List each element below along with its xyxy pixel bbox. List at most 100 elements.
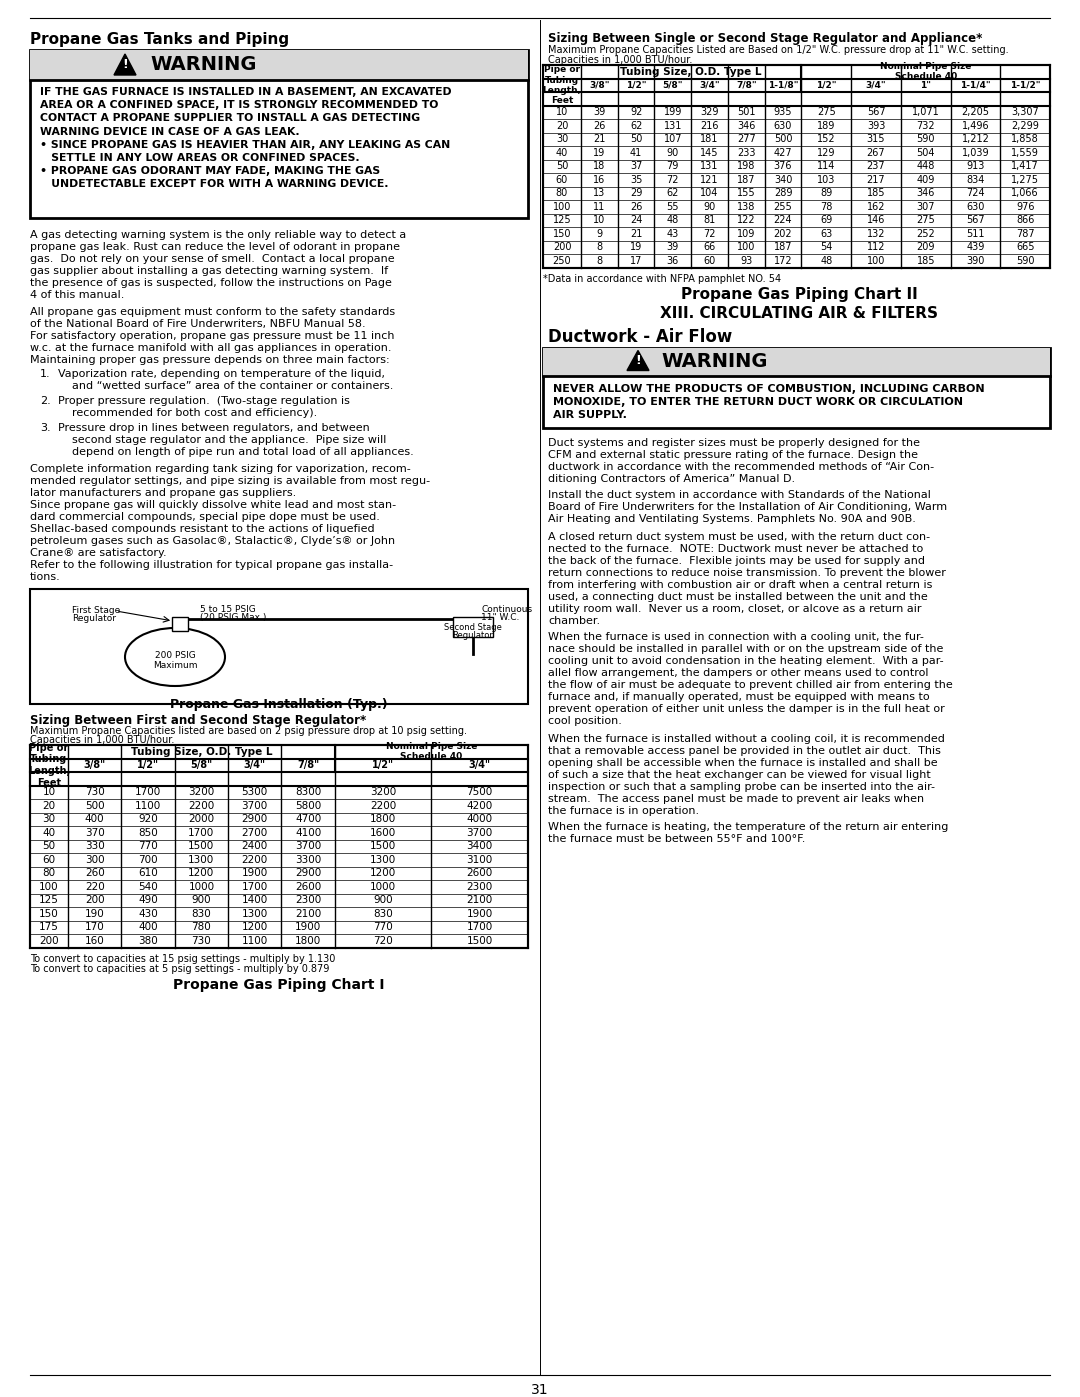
Text: 1/2": 1/2" [373, 760, 394, 770]
Text: MONOXIDE, TO ENTER THE RETURN DUCT WORK OR CIRCULATION: MONOXIDE, TO ENTER THE RETURN DUCT WORK … [553, 397, 963, 407]
Text: 430: 430 [138, 909, 158, 919]
Text: 79: 79 [666, 161, 679, 172]
Text: 100: 100 [738, 242, 756, 253]
Text: 92: 92 [630, 108, 643, 117]
Text: 121: 121 [700, 175, 719, 184]
Text: 1-1/8": 1-1/8" [768, 81, 798, 89]
Text: Maximum Propane Capacities listed are based on 2 psig pressure drop at 10 psig s: Maximum Propane Capacities listed are ba… [30, 726, 467, 736]
Text: 1-1/4": 1-1/4" [960, 81, 990, 89]
Text: 1,071: 1,071 [912, 108, 940, 117]
Text: 567: 567 [866, 108, 886, 117]
Text: 209: 209 [917, 242, 935, 253]
Text: 200 PSIG: 200 PSIG [154, 651, 195, 659]
Text: Pipe or
Tubing
Length,
Feet: Pipe or Tubing Length, Feet [542, 66, 581, 105]
Text: 199: 199 [663, 108, 683, 117]
Text: furnace and, if manually operated, must be equipped with means to: furnace and, if manually operated, must … [548, 693, 930, 703]
Text: 189: 189 [818, 120, 836, 131]
Text: All propane gas equipment must conform to the safety standards: All propane gas equipment must conform t… [30, 307, 395, 317]
Text: 150: 150 [553, 229, 571, 239]
Text: 7/8": 7/8" [297, 760, 320, 770]
Ellipse shape [125, 629, 225, 686]
Text: 63: 63 [820, 229, 833, 239]
Text: Tubing Size, O.D. Type L: Tubing Size, O.D. Type L [621, 67, 762, 77]
Text: lator manufacturers and propane gas suppliers.: lator manufacturers and propane gas supp… [30, 488, 296, 497]
Text: Propane Gas Piping Chart I: Propane Gas Piping Chart I [173, 978, 384, 992]
Text: 125: 125 [39, 895, 59, 905]
Text: When the furnace is heating, the temperature of the return air entering: When the furnace is heating, the tempera… [548, 823, 948, 833]
Text: 200: 200 [39, 936, 58, 946]
Text: 329: 329 [700, 108, 719, 117]
Text: 307: 307 [917, 201, 935, 212]
Text: Air Heating and Ventilating Systems. Pamphlets No. 90A and 90B.: Air Heating and Ventilating Systems. Pam… [548, 514, 916, 524]
Text: 1,559: 1,559 [1011, 148, 1039, 158]
Text: 730: 730 [85, 788, 105, 798]
Text: 3/4": 3/4" [244, 760, 266, 770]
Text: 275: 275 [816, 108, 836, 117]
Text: • SINCE PROPANE GAS IS HEAVIER THAN AIR, ANY LEAKING AS CAN: • SINCE PROPANE GAS IS HEAVIER THAN AIR,… [40, 140, 450, 149]
Text: 187: 187 [773, 242, 793, 253]
Text: Nominal Pipe Size
Schedule 40: Nominal Pipe Size Schedule 40 [386, 742, 477, 761]
Text: 1300: 1300 [242, 909, 268, 919]
Text: 976: 976 [1016, 201, 1035, 212]
Text: 100: 100 [867, 256, 886, 265]
Text: 100: 100 [553, 201, 571, 212]
Text: 3/4": 3/4" [469, 760, 490, 770]
Text: 1300: 1300 [188, 855, 215, 865]
Text: 80: 80 [42, 869, 55, 879]
Text: 220: 220 [85, 882, 105, 891]
Text: Pipe or
Tubing
Length,
Feet: Pipe or Tubing Length, Feet [28, 743, 70, 788]
Text: 187: 187 [737, 175, 756, 184]
Text: 1500: 1500 [188, 841, 215, 851]
Text: 1600: 1600 [370, 828, 396, 838]
Text: the presence of gas is suspected, follow the instructions on Page: the presence of gas is suspected, follow… [30, 278, 392, 288]
Text: 37: 37 [630, 161, 643, 172]
Text: 21: 21 [630, 229, 643, 239]
Text: 1900: 1900 [242, 869, 268, 879]
Text: 380: 380 [138, 936, 158, 946]
Text: return connections to reduce noise transmission. To prevent the blower: return connections to reduce noise trans… [548, 567, 946, 577]
Text: Tubing Size, O.D. Type L: Tubing Size, O.D. Type L [131, 747, 272, 757]
Text: 850: 850 [138, 828, 158, 838]
Text: Propane Gas Installation (Typ.): Propane Gas Installation (Typ.) [171, 698, 388, 711]
Text: opening shall be accessible when the furnace is installed and shall be: opening shall be accessible when the fur… [548, 757, 937, 767]
Text: 2300: 2300 [295, 895, 321, 905]
Text: To convert to capacities at 15 psig settings - multiply by 1.130: To convert to capacities at 15 psig sett… [30, 954, 336, 964]
Text: 1,039: 1,039 [961, 148, 989, 158]
Text: 50: 50 [630, 134, 643, 144]
Text: Duct systems and register sizes must be properly designed for the: Duct systems and register sizes must be … [548, 437, 920, 447]
Text: 60: 60 [42, 855, 55, 865]
Text: 1,066: 1,066 [1011, 189, 1039, 198]
Text: 5800: 5800 [295, 800, 321, 810]
Text: 8300: 8300 [295, 788, 321, 798]
Text: 1/2": 1/2" [816, 81, 837, 89]
Text: gas.  Do not rely on your sense of smell.  Contact a local propane: gas. Do not rely on your sense of smell.… [30, 254, 394, 264]
Text: 26: 26 [630, 201, 643, 212]
Text: AIR SUPPLY.: AIR SUPPLY. [553, 411, 626, 420]
Text: 1/2": 1/2" [137, 760, 159, 770]
Text: 1700: 1700 [188, 828, 215, 838]
Text: 1,275: 1,275 [1011, 175, 1039, 184]
Text: 112: 112 [867, 242, 886, 253]
Text: 2200: 2200 [370, 800, 396, 810]
Text: dard commercial compounds, special pipe dope must be used.: dard commercial compounds, special pipe … [30, 511, 380, 522]
Text: 90: 90 [666, 148, 679, 158]
Text: 1,858: 1,858 [1011, 134, 1039, 144]
Text: and “wetted surface” area of the container or containers.: and “wetted surface” area of the contain… [58, 381, 393, 391]
Text: 830: 830 [191, 909, 212, 919]
Text: 185: 185 [917, 256, 935, 265]
Text: 346: 346 [738, 120, 756, 131]
Text: 2900: 2900 [295, 869, 321, 879]
Text: 2,205: 2,205 [961, 108, 989, 117]
Text: (20 PSIG Max.): (20 PSIG Max.) [200, 613, 267, 622]
Text: 439: 439 [967, 242, 985, 253]
Text: 93: 93 [740, 256, 753, 265]
Text: Pressure drop in lines between regulators, and between: Pressure drop in lines between regulator… [58, 423, 369, 433]
Text: 780: 780 [191, 922, 212, 932]
Text: 830: 830 [374, 909, 393, 919]
Text: For satisfactory operation, propane gas pressure must be 11 inch: For satisfactory operation, propane gas … [30, 331, 394, 341]
Text: NEVER ALLOW THE PRODUCTS OF COMBUSTION, INCLUDING CARBON: NEVER ALLOW THE PRODUCTS OF COMBUSTION, … [553, 384, 985, 394]
Text: 2200: 2200 [242, 855, 268, 865]
Text: Install the duct system in accordance with Standards of the National: Install the duct system in accordance wi… [548, 490, 931, 500]
Text: 252: 252 [916, 229, 935, 239]
Text: 29: 29 [630, 189, 643, 198]
